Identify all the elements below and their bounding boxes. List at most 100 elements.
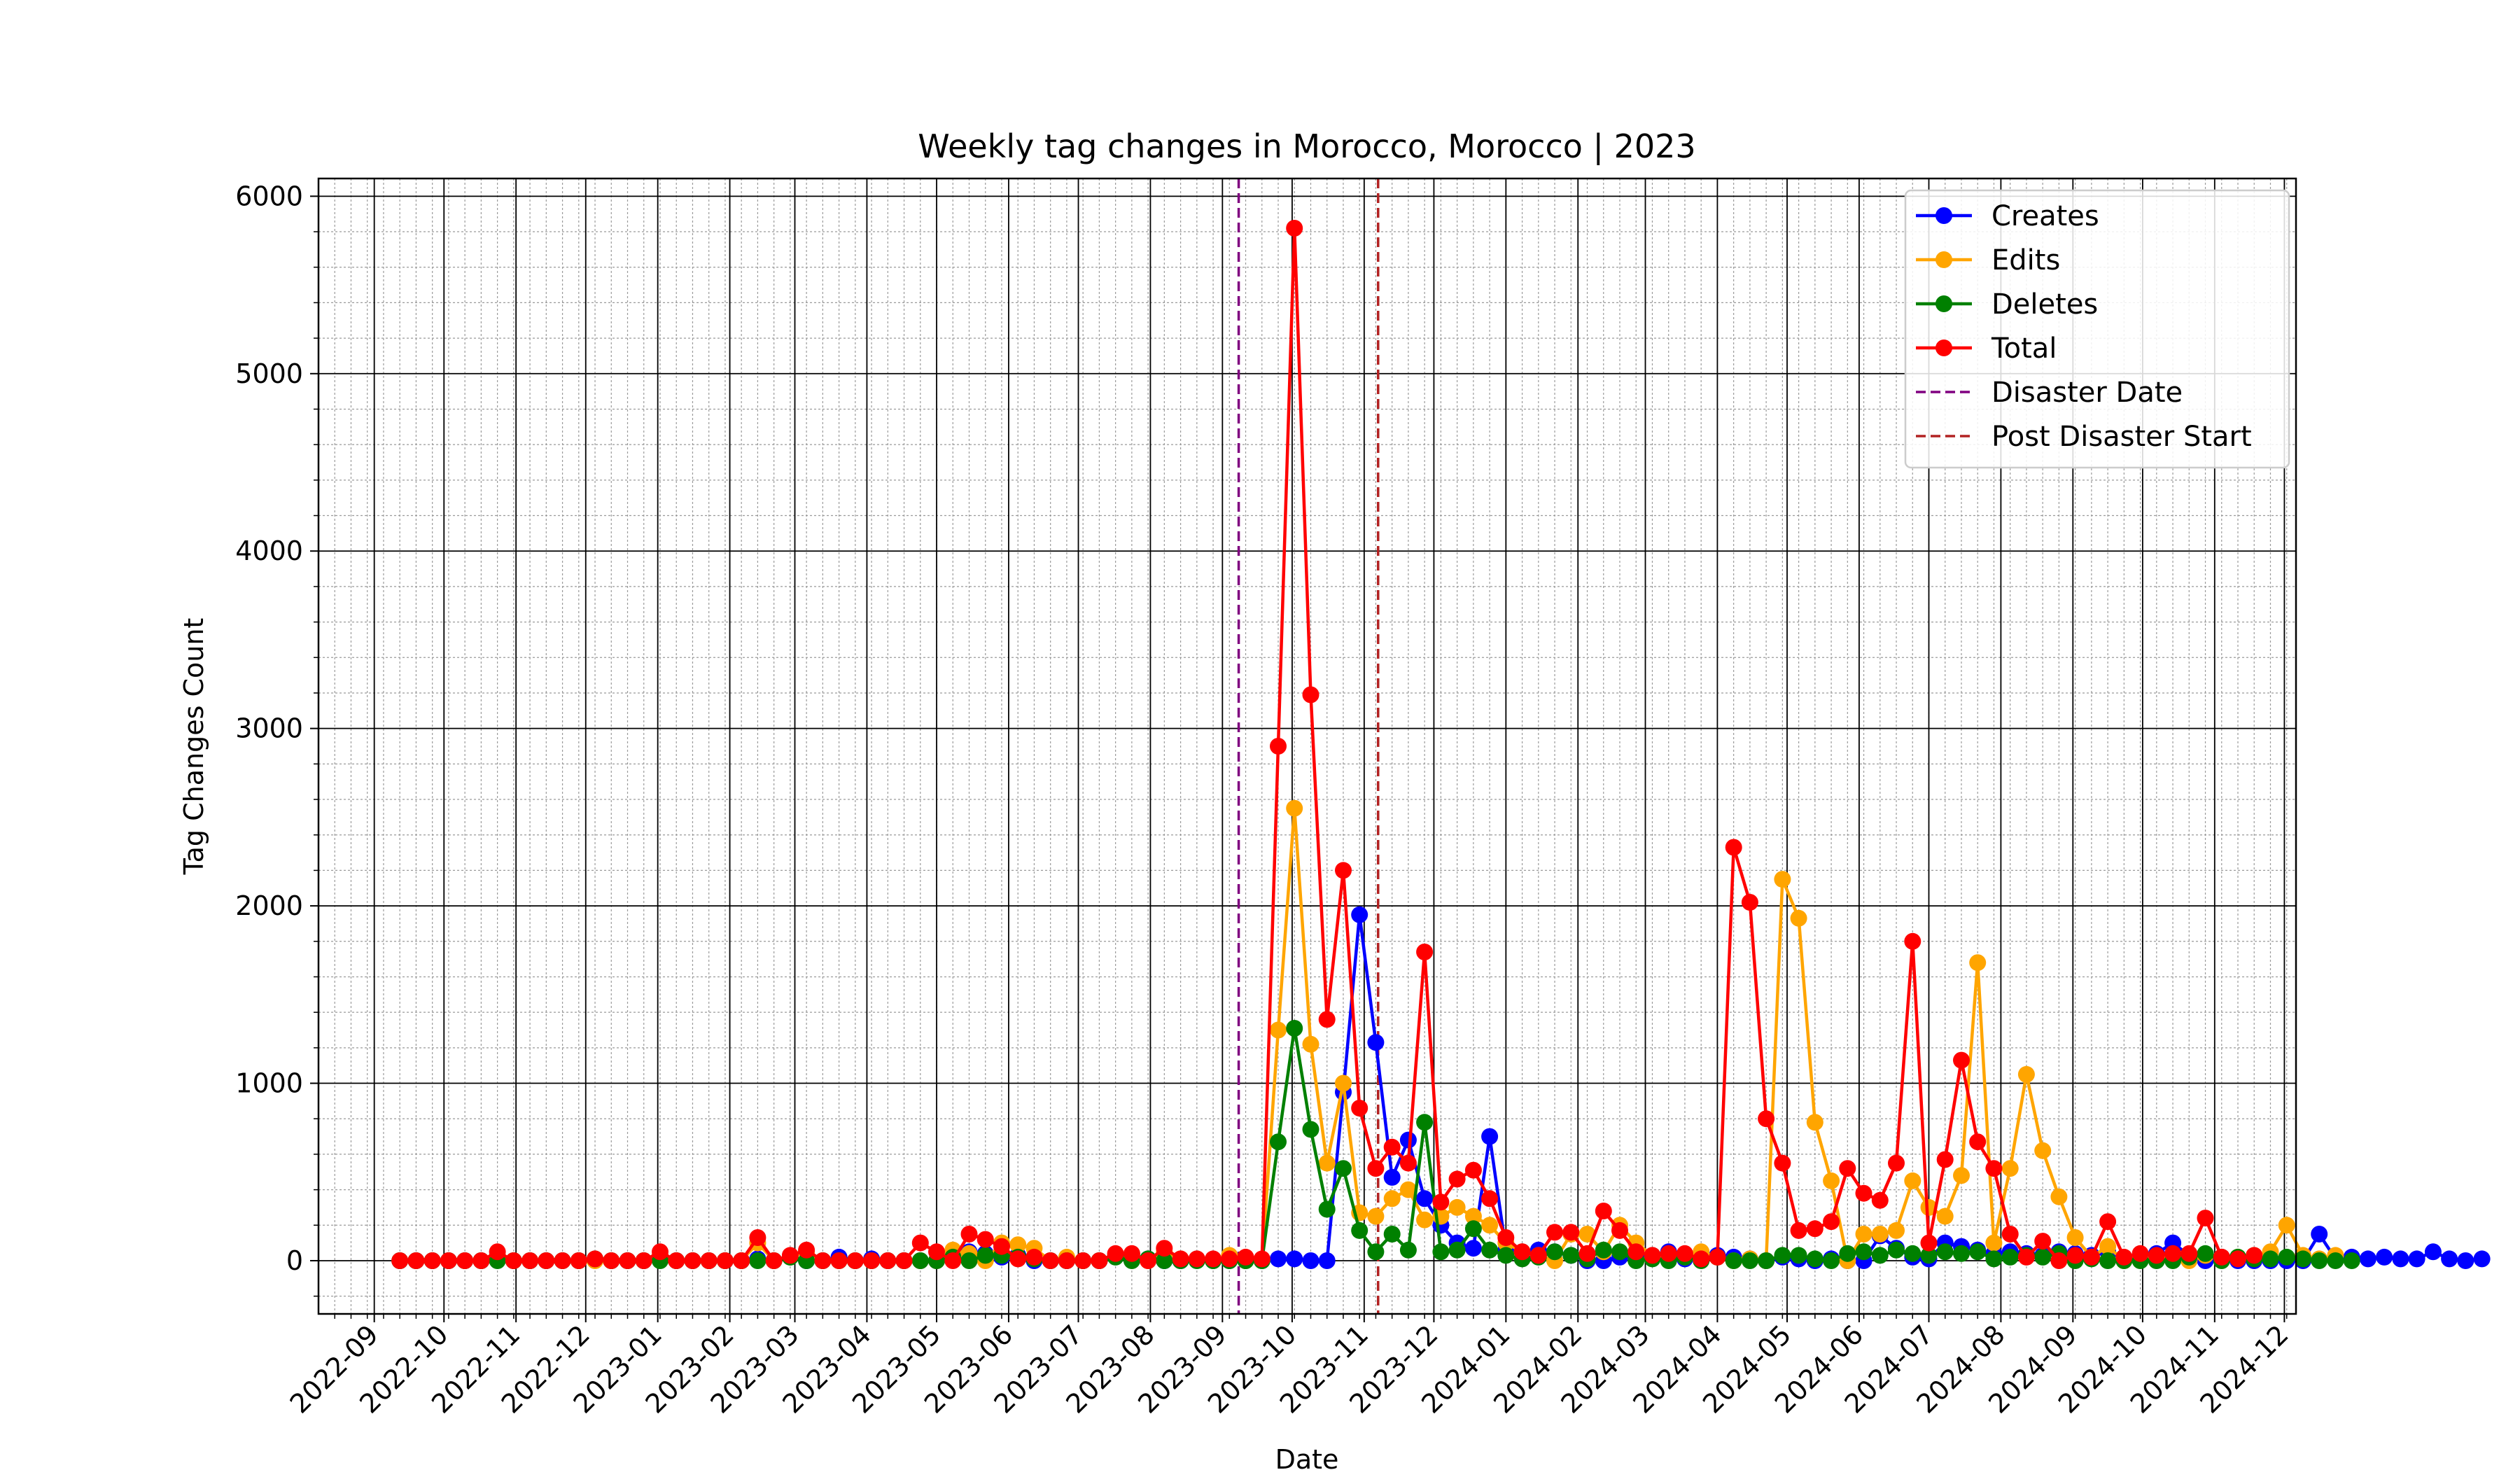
- data-point-total: [2246, 1247, 2263, 1264]
- data-point-edits: [1464, 1208, 1482, 1225]
- data-point-edits: [1806, 1114, 1823, 1131]
- data-point-deletes: [1888, 1241, 1905, 1259]
- data-point-deletes: [2262, 1250, 2279, 1268]
- data-point-edits: [1823, 1172, 1840, 1189]
- data-point-total: [1758, 1110, 1775, 1128]
- data-point-total: [2050, 1252, 2068, 1269]
- y-axis-label: Tag Changes Count: [178, 618, 209, 876]
- y-tick-label: 3000: [235, 713, 303, 744]
- data-point-total: [1237, 1248, 1254, 1266]
- data-point-deletes: [2327, 1252, 2344, 1269]
- data-point-deletes: [1953, 1245, 1970, 1262]
- data-point-edits: [1920, 1198, 1938, 1216]
- data-point-total: [1985, 1160, 2003, 1177]
- data-point-total: [1107, 1245, 1124, 1262]
- data-point-total: [1709, 1248, 1726, 1266]
- data-point-deletes: [2197, 1245, 2214, 1262]
- data-point-total: [2180, 1245, 2198, 1262]
- data-point-deletes: [911, 1252, 929, 1269]
- data-point-creates: [2441, 1250, 2458, 1268]
- data-point-deletes: [960, 1252, 978, 1269]
- data-point-creates: [2359, 1250, 2376, 1268]
- data-point-edits: [1448, 1198, 1466, 1216]
- y-tick-label: 6000: [235, 181, 303, 211]
- data-point-creates: [2392, 1250, 2409, 1268]
- data-point-total: [505, 1252, 522, 1269]
- data-point-total: [1399, 1154, 1417, 1172]
- legend-marker-total: [1935, 340, 1952, 356]
- data-point-total: [733, 1252, 750, 1269]
- data-point-total: [2230, 1250, 2246, 1268]
- legend-marker-edits: [1935, 251, 1952, 268]
- data-point-creates: [1351, 906, 1368, 923]
- data-point-edits: [2001, 1160, 2019, 1177]
- data-point-total: [798, 1241, 816, 1259]
- data-point-edits: [1790, 909, 1807, 927]
- data-point-total: [1221, 1250, 1238, 1268]
- data-point-deletes: [1806, 1250, 1823, 1268]
- data-point-edits: [1318, 1154, 1336, 1172]
- data-point-deletes: [976, 1247, 994, 1264]
- data-point-edits: [1774, 871, 1791, 888]
- data-point-creates: [2457, 1252, 2474, 1269]
- data-point-total: [1123, 1245, 1140, 1262]
- data-point-creates: [2408, 1250, 2426, 1268]
- data-point-deletes: [1985, 1250, 2003, 1268]
- y-tick-label: 0: [286, 1245, 303, 1276]
- data-point-deletes: [1823, 1252, 1840, 1269]
- data-point-deletes: [1758, 1252, 1775, 1269]
- data-point-deletes: [1270, 1133, 1287, 1151]
- data-point-creates: [1302, 1252, 1320, 1269]
- data-point-edits: [2034, 1142, 2052, 1159]
- data-point-deletes: [1335, 1160, 1352, 1177]
- data-point-creates: [1399, 1131, 1417, 1149]
- data-point-total: [1953, 1051, 1970, 1069]
- data-point-edits: [1855, 1226, 1872, 1242]
- data-point-creates: [1416, 1190, 1434, 1208]
- data-point-creates: [1464, 1240, 1482, 1257]
- data-point-total: [570, 1252, 587, 1269]
- data-point-deletes: [1367, 1243, 1385, 1261]
- data-point-total: [587, 1250, 603, 1268]
- data-point-deletes: [1725, 1252, 1742, 1269]
- data-point-creates: [1383, 1168, 1401, 1186]
- data-point-creates: [1367, 1034, 1385, 1051]
- data-point-edits: [1416, 1211, 1434, 1228]
- data-point-total: [879, 1252, 897, 1269]
- data-point-total: [1172, 1250, 1189, 1268]
- data-point-total: [1497, 1229, 1515, 1246]
- y-tick-label: 2000: [235, 890, 303, 921]
- data-point-total: [1367, 1160, 1385, 1177]
- data-point-deletes: [1448, 1241, 1466, 1259]
- data-point-total: [1335, 862, 1352, 879]
- data-point-total: [863, 1252, 881, 1269]
- data-point-deletes: [2099, 1252, 2117, 1269]
- data-point-edits: [1302, 1035, 1320, 1053]
- data-point-creates: [1270, 1250, 1287, 1268]
- data-point-total: [472, 1252, 490, 1269]
- data-point-total: [1009, 1250, 1027, 1268]
- data-point-edits: [2066, 1229, 2084, 1246]
- data-point-total: [1888, 1154, 1905, 1172]
- data-point-total: [1578, 1245, 1596, 1262]
- legend-marker-deletes: [1935, 295, 1952, 312]
- data-point-total: [668, 1252, 685, 1269]
- data-point-total: [603, 1252, 620, 1269]
- data-point-total: [1270, 738, 1287, 755]
- data-point-edits: [1270, 1021, 1287, 1039]
- x-axis-label: Date: [1275, 1444, 1339, 1470]
- data-point-total: [1464, 1161, 1482, 1179]
- data-point-creates: [1481, 1128, 1499, 1145]
- data-point-total: [1806, 1220, 1823, 1238]
- data-point-edits: [1009, 1236, 1027, 1254]
- data-point-total: [846, 1252, 864, 1269]
- legend: Creates Edits Deletes Total Disaster Date Pos…: [1904, 189, 2290, 469]
- data-point-deletes: [1839, 1245, 1856, 1262]
- data-point-total: [2213, 1248, 2230, 1266]
- data-point-deletes: [1969, 1243, 1987, 1261]
- data-point-total: [1871, 1191, 1889, 1209]
- data-point-edits: [1936, 1208, 1954, 1225]
- data-point-total: [1790, 1222, 1807, 1239]
- legend-label-disaster-date: Disaster Date: [1991, 377, 2183, 409]
- data-point-total: [1205, 1250, 1222, 1268]
